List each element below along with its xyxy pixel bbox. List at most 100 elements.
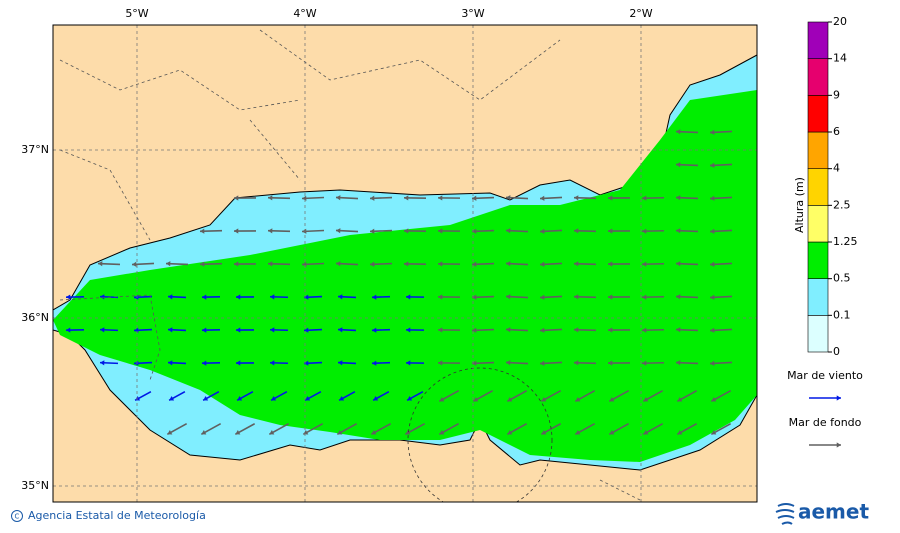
arrow-head	[710, 360, 715, 366]
map-frame	[52, 24, 758, 503]
arrow-head	[438, 195, 443, 201]
lat-label: 36°N	[21, 311, 49, 324]
arrow-head	[507, 429, 513, 435]
arrow-head	[506, 327, 511, 333]
copyright-c: C	[15, 513, 20, 521]
colorbar-label: 1.25	[833, 235, 858, 248]
logo-icon	[775, 503, 795, 525]
arrow-head	[608, 360, 613, 366]
arrow-head	[100, 327, 105, 333]
lat-label: 35°N	[21, 479, 49, 492]
arrow-head	[540, 228, 545, 234]
graticule	[53, 25, 757, 502]
arrow-head	[270, 294, 275, 300]
arrow-head	[438, 294, 443, 300]
arrow-head	[541, 429, 547, 435]
arrow-head	[711, 396, 717, 402]
arrow-head	[200, 261, 205, 267]
zone-outline	[407, 367, 553, 502]
colorbar-label: 0.5	[833, 272, 851, 285]
arrow-head	[336, 261, 341, 267]
arrow-head	[642, 195, 647, 201]
colorbar-segment	[807, 131, 829, 169]
legend-label: Mar de viento	[787, 369, 863, 382]
colorbar-label: 14	[833, 52, 847, 65]
arrow-head	[100, 294, 105, 300]
arrow-head	[540, 261, 545, 267]
arrow-head	[710, 261, 715, 267]
arrow-head	[406, 327, 411, 333]
arrow-head	[372, 294, 377, 300]
legend-label: Mar de fondo	[789, 416, 862, 429]
arrow-head	[438, 228, 443, 234]
arrow-head	[135, 395, 141, 401]
arrow-head	[676, 327, 681, 333]
arrow-head	[574, 195, 579, 201]
arrow-head	[710, 129, 715, 135]
arrow-head	[608, 327, 613, 333]
arrow-head	[337, 429, 343, 435]
arrow-head	[472, 360, 477, 366]
arrow-head	[203, 395, 209, 401]
arrow-head	[506, 261, 511, 267]
arrow-head	[268, 228, 273, 234]
sea-moderate	[53, 90, 757, 462]
arrow-head	[168, 360, 173, 366]
arrow-head	[132, 261, 137, 267]
lon-label: 2°W	[629, 7, 652, 20]
arrow-head	[642, 261, 647, 267]
arrow-head	[506, 228, 511, 234]
lat-label: 37°N	[21, 143, 49, 156]
arrow-head	[574, 261, 579, 267]
arrow-head	[66, 327, 71, 333]
arrow-head	[608, 294, 613, 300]
arrow-head	[676, 360, 681, 366]
arrow-head	[574, 228, 579, 234]
arrow-head	[168, 294, 173, 300]
colorbar-segment	[807, 95, 829, 133]
arrow-head	[540, 294, 545, 300]
arrow-head	[836, 395, 841, 401]
colorbar-title: Altura (m)	[793, 177, 806, 233]
arrow-head	[405, 429, 411, 435]
arrow-head	[370, 261, 375, 267]
arrow-head	[270, 360, 275, 366]
arrow-head	[710, 294, 715, 300]
arrow-head	[643, 396, 649, 402]
arrow-head	[438, 360, 443, 366]
colorbar-label: 6	[833, 125, 840, 138]
arrow-head	[271, 395, 277, 401]
arrow-head	[234, 261, 239, 267]
arrow-head	[574, 327, 579, 333]
arrow-head	[472, 261, 477, 267]
arrow-head	[609, 396, 615, 402]
arrow-head	[438, 327, 443, 333]
arrow-head	[370, 195, 375, 201]
wave-arrows	[65, 129, 733, 435]
arrow-head	[836, 442, 841, 448]
arrow-head	[100, 360, 105, 366]
arrow-head	[406, 360, 411, 366]
arrow-head	[575, 429, 581, 435]
arrow-head	[506, 294, 511, 300]
colorbar-segment	[807, 168, 829, 206]
arrow-head	[269, 429, 275, 435]
arrow-head	[608, 195, 613, 201]
arrow-head	[234, 195, 239, 201]
colorbar: 0 0.1 0.5 1.25 2.5 4 6 9 14 20	[807, 15, 858, 358]
arrow-head	[710, 162, 715, 168]
lon-label: 3°W	[461, 7, 484, 20]
legend: Mar de viento Mar de fondo	[787, 369, 863, 448]
arrow-head	[372, 360, 377, 366]
arrow-head	[200, 228, 205, 234]
lon-label: 5°W	[125, 7, 148, 20]
arrow-head	[338, 327, 343, 333]
arrow-head	[439, 396, 445, 402]
lon-label: 4°W	[293, 7, 316, 20]
arrow-head	[237, 395, 243, 401]
arrow-head	[406, 294, 411, 300]
arrow-head	[167, 429, 173, 435]
arrow-head	[336, 195, 341, 201]
arrow-head	[304, 294, 309, 300]
